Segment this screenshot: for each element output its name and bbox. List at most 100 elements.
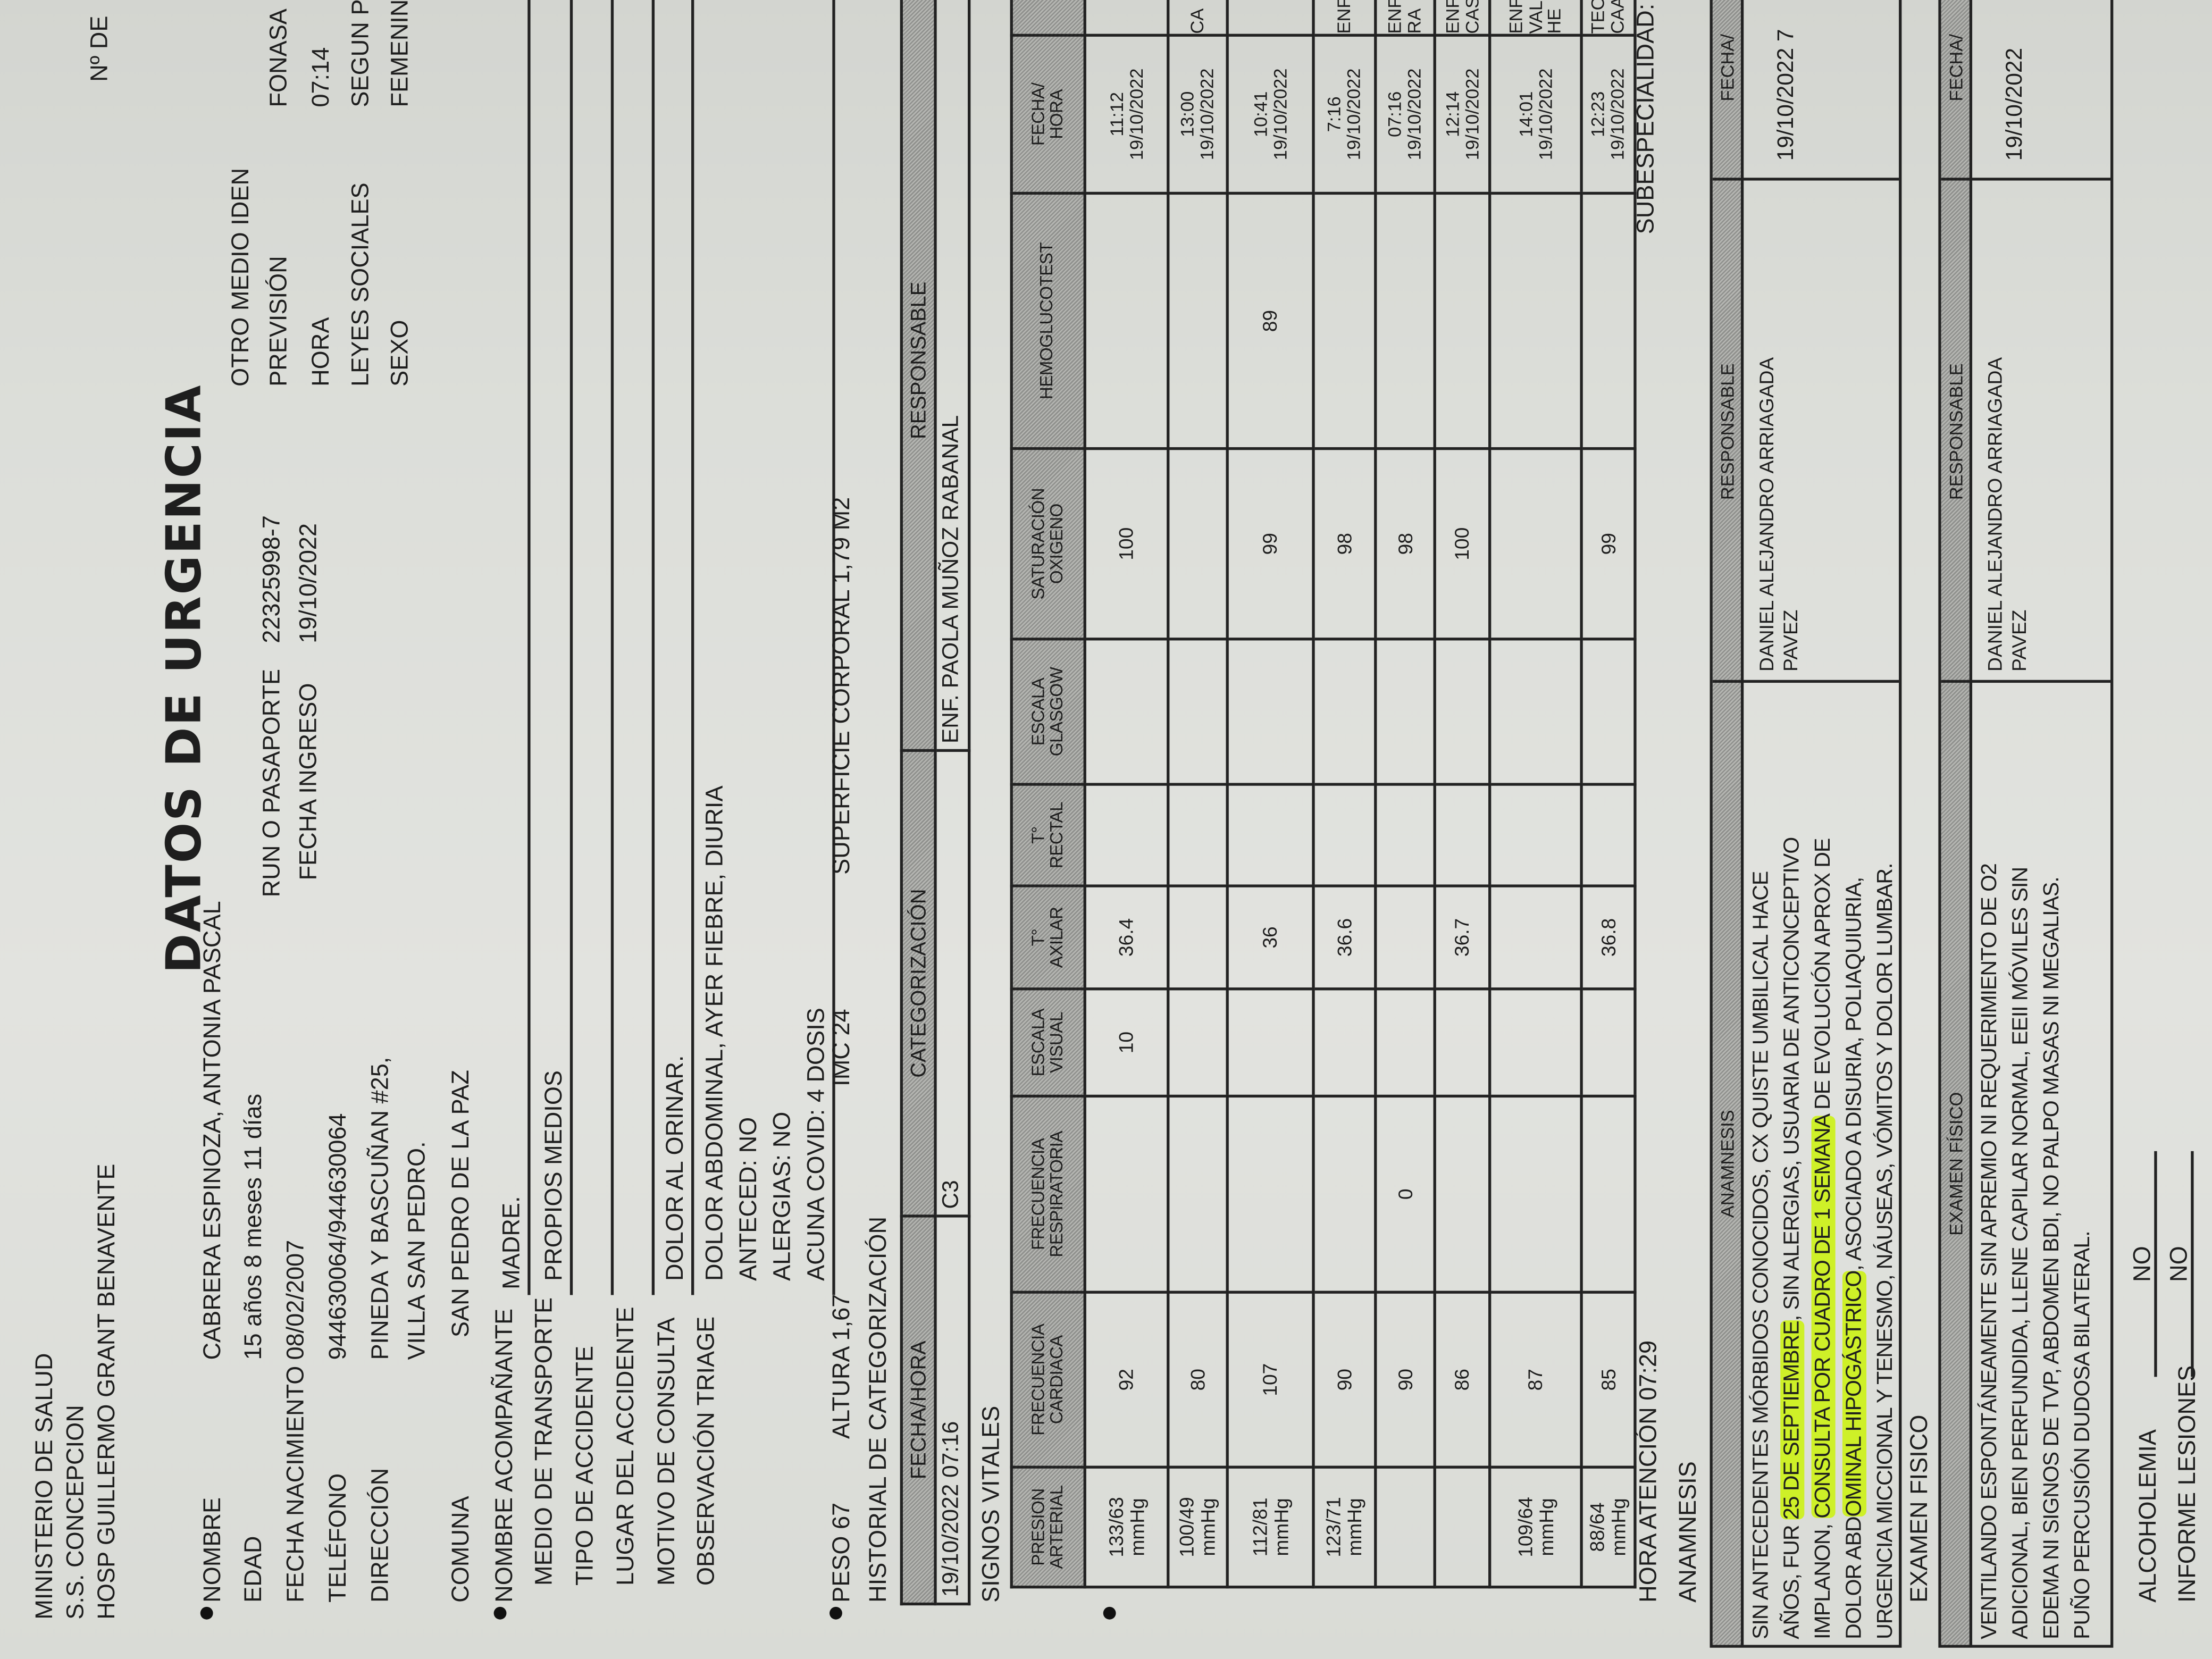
vitals-cell-temp-axilar bbox=[1375, 886, 1435, 989]
label-lugar-accidente: LUGAR DEL ACCIDENTE bbox=[612, 1306, 639, 1586]
label-telefono: TELÉFONO bbox=[324, 1473, 351, 1603]
vitals-cell-fecha-hora: 12:23 19/10/2022 bbox=[1581, 35, 1635, 194]
vitals-cell-frecuencia-respiratoria bbox=[1168, 1096, 1228, 1293]
vitals-cell-escala-glasgow bbox=[1227, 639, 1314, 785]
subespecialidad-label: SUBESPECIALIDAD: bbox=[1632, 3, 1660, 234]
label-sexo: SEXO bbox=[386, 320, 414, 387]
label-transporte: MEDIO DE TRANSPORTE bbox=[530, 1297, 557, 1586]
vitals-cell-saturacion-oxigeno bbox=[1168, 448, 1228, 639]
vitals-cell-temp-axilar: 36.8 bbox=[1581, 886, 1635, 989]
highlighted-text: OMINAL HIPOGÁSTRICO bbox=[1842, 1270, 1867, 1517]
vitals-cell-escala-glasgow bbox=[1581, 639, 1635, 785]
superficie-corporal: SUPERFICIE CORPORAL 1,79 M2 bbox=[828, 497, 855, 875]
anamnesis-line: SIN ANTECEDENTES MÓRBIDOS CONOCIDOS, CX … bbox=[1747, 837, 1778, 1639]
vitals-cell-escala-visual bbox=[1227, 988, 1314, 1096]
vitals-cell-hemoglucotest bbox=[1435, 193, 1490, 449]
vitals-cell-temp-rectal bbox=[1489, 784, 1582, 886]
vitals-cell-presion-arterial: 133/63 mmHg bbox=[1085, 1467, 1168, 1587]
vitals-header-temp-rectal: T° RECTAL bbox=[1011, 784, 1085, 886]
doc-number-label: Nº DE bbox=[86, 15, 113, 82]
vitals-header-escala-visual: ESCALA VISUAL bbox=[1011, 988, 1085, 1096]
vitals-cell-frecuencia-respiratoria bbox=[1227, 1096, 1314, 1293]
examen-responsable: DANIEL ALEJANDRO ARRIAGADA PAVEZ bbox=[1983, 357, 2030, 672]
vitals-header-responsable bbox=[1011, 0, 1085, 36]
value-acompanante: MADRE. bbox=[498, 1196, 525, 1289]
vitals-row: 88/64 mmHg 85 36.8 99 12:23 19/10/2022 TEC. C… bbox=[1581, 0, 1635, 1587]
vitals-cell-frecuencia-cardiaca: 85 bbox=[1581, 1292, 1635, 1468]
examen-label: EXAMEN FISICO bbox=[1906, 1414, 1933, 1603]
vitals-cell-frecuencia-cardiaca: 92 bbox=[1085, 1292, 1168, 1468]
value-transporte: PROPIOS MEDIOS bbox=[540, 1070, 567, 1281]
text-segment: URGENCIA MICCIONAL Y TENESMO, NÁUSEAS, V… bbox=[1873, 863, 1898, 1639]
vitals-cell-escala-visual bbox=[1375, 988, 1435, 1096]
vitals-cell-hemoglucotest bbox=[1313, 193, 1376, 449]
text-segment: , SIN ALERGIAS, USUARIA DE ANTICONCEPTIV… bbox=[1780, 837, 1805, 1321]
vitals-cell-temp-rectal bbox=[1581, 784, 1635, 886]
examen-line: VENTILANDO ESPONTÁNEAMENTE SIN APREMIO N… bbox=[1975, 864, 2006, 1639]
text-segment: AÑOS, FUR bbox=[1780, 1520, 1805, 1639]
vitals-header-fecha-hora: FECHA/ HORA bbox=[1011, 35, 1085, 194]
label-fecha-nacimiento: FECHA NACIMIENTO bbox=[282, 1365, 309, 1603]
vitals-cell-fecha-hora: 7:16 19/10/2022 bbox=[1313, 35, 1376, 194]
triage-line: ACUNA COVID: 4 DOSIS bbox=[802, 1008, 830, 1281]
vitals-cell-presion-arterial: 88/64 mmHg bbox=[1581, 1467, 1635, 1587]
vitals-cell-temp-axilar bbox=[1168, 886, 1228, 989]
categorization-table: FECHA/HORA CATEGORIZACIÓN RESPONSABLE 19… bbox=[900, 0, 971, 1605]
examen-fecha: 19/10/2022 bbox=[2003, 47, 2027, 161]
hora-atencion: HORA ATENCIÓN 07:29 bbox=[1635, 1340, 1662, 1603]
label-hora: HORA bbox=[307, 317, 334, 387]
examen-header-fecha: FECHA/ bbox=[1945, 34, 1967, 102]
text-segment: DE EVOLUCIÓN APROX DE bbox=[1811, 838, 1836, 1116]
informe-lesiones-value: NO bbox=[2166, 1151, 2194, 1377]
vitals-cell-temp-rectal bbox=[1375, 784, 1435, 886]
vitals-cell-temp-rectal bbox=[1435, 784, 1490, 886]
column-divider bbox=[1941, 680, 2111, 683]
vitals-cell-fecha-hora: 12:14 19/10/2022 bbox=[1435, 35, 1490, 194]
vitals-cell-frecuencia-respiratoria: 0 bbox=[1375, 1096, 1435, 1293]
vitals-cell-hemoglucotest bbox=[1375, 193, 1435, 449]
vitals-cell-escala-glasgow bbox=[1168, 639, 1228, 785]
vitals-cell-temp-axilar: 36 bbox=[1227, 886, 1314, 989]
label-triage: OBSERVACIÓN TRIAGE bbox=[692, 1316, 720, 1586]
vitals-cell-fecha-hora: 07:16 19/10/2022 bbox=[1375, 35, 1435, 194]
vitals-cell-saturacion-oxigeno: 98 bbox=[1375, 448, 1435, 639]
value-edad: 15 años 8 meses 11 días bbox=[240, 1093, 267, 1360]
vitals-cell-fecha-hora: 14:01 19/10/2022 bbox=[1489, 35, 1582, 194]
text-segment: , ASOCIADO A DISURIA, POLIAQUIURIA, bbox=[1842, 877, 1867, 1271]
vitals-cell-responsable bbox=[1085, 0, 1168, 36]
value-sexo: FEMENIN bbox=[386, 0, 414, 107]
examen-line: PUÑO PERCUSIÓN DUDOSA BILATERAL. bbox=[2068, 864, 2099, 1639]
informe-lesiones-label: INFORME LESIONES bbox=[2174, 1365, 2201, 1603]
vitals-cell-fecha-hora: 13:00 19/10/2022 bbox=[1168, 35, 1228, 194]
page-title: DATOS DE URGENCIA bbox=[156, 383, 213, 974]
vitals-header-saturacion-oxigeno: SATURACIÓN OXIGENO bbox=[1011, 448, 1085, 639]
punch-hole bbox=[830, 1606, 842, 1620]
vitals-cell-temp-axilar bbox=[1489, 886, 1582, 989]
vitals-cell-hemoglucotest bbox=[1168, 193, 1228, 449]
cat-header-responsable: RESPONSABLE bbox=[901, 0, 936, 751]
vitals-header-frecuencia-cardiaca: FRECUENCIA CARDIACA bbox=[1011, 1292, 1085, 1468]
value-prevision: FONASA bbox=[265, 9, 292, 107]
vitals-cell-saturacion-oxigeno: 99 bbox=[1227, 448, 1314, 639]
field-underline bbox=[691, 0, 694, 1295]
anamnesis-responsable: DANIEL ALEJANDRO ARRIAGADA PAVEZ bbox=[1755, 357, 1802, 672]
examen-header-responsable: RESPONSABLE bbox=[1945, 363, 1967, 500]
vitals-cell-escala-glasgow bbox=[1085, 639, 1168, 785]
label-run: RUN O PASAPORTE bbox=[258, 668, 285, 898]
categorization-title: HISTORIAL DE CATEGORIZACIÓN bbox=[865, 1216, 892, 1603]
vitals-cell-saturacion-oxigeno bbox=[1489, 448, 1582, 639]
column-divider bbox=[1712, 178, 1899, 181]
anamnesis-line: IMPLANON, CONSULTA POR CUADRO DE 1 SEMAN… bbox=[1808, 837, 1839, 1639]
field-underline bbox=[610, 0, 614, 1295]
text-segment: IMPLANON, bbox=[1811, 1518, 1836, 1639]
altura: ALTURA 1,67 bbox=[828, 1294, 855, 1439]
vitals-row: 112/81 mmHg 107 36 99 89 10:41 19/10/2022 bbox=[1227, 0, 1314, 1587]
column-divider bbox=[1941, 178, 2111, 181]
label-edad: EDAD bbox=[240, 1536, 267, 1603]
hospital-line: HOSP GUILLERMO GRANT BENAVENTE bbox=[93, 1163, 120, 1620]
vitals-cell-escala-visual bbox=[1435, 988, 1490, 1096]
vitals-cell-temp-rectal bbox=[1313, 784, 1376, 886]
value-leyes-sociales: SEGUN P bbox=[347, 0, 374, 107]
field-underline bbox=[569, 0, 573, 1295]
